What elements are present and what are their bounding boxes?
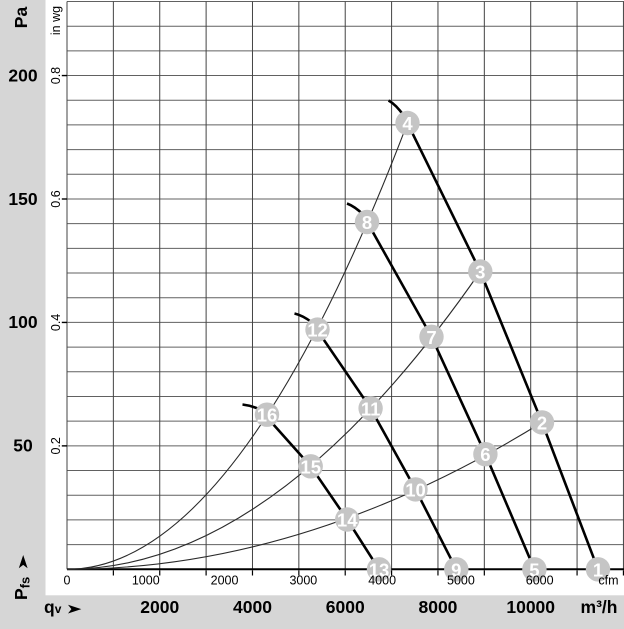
svg-text:0.8: 0.8 [49, 67, 63, 84]
svg-text:4000: 4000 [233, 597, 272, 617]
svg-text:4: 4 [402, 113, 413, 134]
svg-text:2: 2 [537, 412, 547, 433]
svg-text:5000: 5000 [447, 574, 475, 588]
svg-text:11: 11 [361, 398, 381, 419]
svg-text:10: 10 [405, 479, 426, 500]
svg-text:6: 6 [480, 444, 490, 465]
svg-text:6000: 6000 [326, 597, 365, 617]
svg-text:8000: 8000 [418, 597, 457, 617]
svg-text:0: 0 [64, 574, 71, 588]
svg-text:12: 12 [307, 320, 328, 341]
svg-text:3: 3 [475, 262, 485, 283]
svg-text:6000: 6000 [526, 574, 554, 588]
svg-text:in wg: in wg [49, 6, 63, 35]
svg-text:1000: 1000 [132, 574, 160, 588]
svg-text:0.4: 0.4 [49, 314, 63, 331]
svg-text:m³/h: m³/h [581, 597, 618, 617]
svg-text:4000: 4000 [368, 574, 396, 588]
svg-text:cfm: cfm [598, 574, 618, 588]
svg-text:2000: 2000 [140, 597, 179, 617]
svg-text:8: 8 [362, 212, 372, 233]
svg-text:Pa: Pa [11, 7, 31, 29]
svg-text:150: 150 [8, 189, 37, 209]
svg-text:100: 100 [8, 312, 37, 332]
svg-text:200: 200 [8, 65, 37, 85]
svg-text:0.2: 0.2 [49, 437, 63, 454]
svg-text:7: 7 [426, 327, 436, 348]
svg-text:16: 16 [257, 405, 278, 426]
svg-text:15: 15 [300, 456, 321, 477]
svg-text:3000: 3000 [289, 574, 317, 588]
svg-text:0.6: 0.6 [49, 190, 63, 207]
svg-text:2000: 2000 [211, 574, 239, 588]
svg-text:10000: 10000 [506, 597, 555, 617]
svg-text:50: 50 [13, 436, 33, 456]
svg-text:14: 14 [337, 510, 358, 531]
